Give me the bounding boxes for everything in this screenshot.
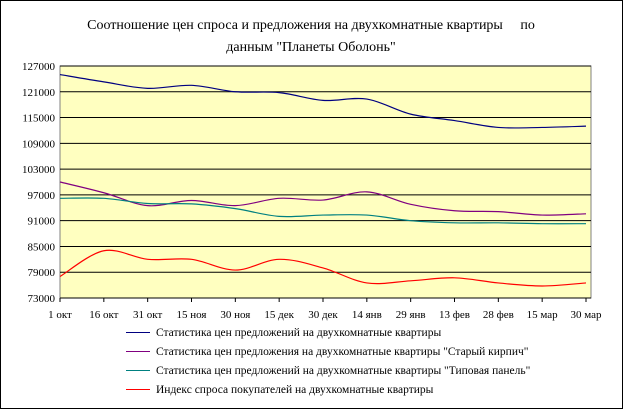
x-tick-label: 13 фев <box>439 309 470 321</box>
y-tick-label: 121000 <box>22 87 56 99</box>
x-tick-label: 15 дек <box>264 309 294 321</box>
y-tick-label: 91000 <box>28 216 56 228</box>
y-tick-label: 103000 <box>22 164 56 176</box>
legend-label: Индекс спроса покупателей на двухкомнатн… <box>156 383 434 396</box>
legend-item: Индекс спроса покупателей на двухкомнатн… <box>126 380 530 399</box>
chart-title-line-1: Соотношение цен спроса и предложения на … <box>87 18 535 33</box>
legend-item: Статистика цен предложений на двухкомнат… <box>126 361 530 380</box>
legend-swatch <box>126 370 150 371</box>
legend-item: Статистика цен предложения на двухкомнат… <box>126 342 530 361</box>
legend-label: Статистика цен предложений на двухкомнат… <box>156 364 531 377</box>
legend-label: Статистика цен предложений на двухкомнат… <box>156 326 442 339</box>
x-tick-label: 30 мар <box>570 309 602 321</box>
x-tick-label: 30 дек <box>308 309 338 321</box>
legend-swatch <box>126 351 150 352</box>
y-tick-label: 115000 <box>22 113 55 125</box>
x-tick-label: 15 ноя <box>177 309 207 321</box>
x-tick-label: 1 окт <box>48 309 72 321</box>
legend: Статистика цен предложений на двухкомнат… <box>126 323 530 399</box>
legend-item: Статистика цен предложений на двухкомнат… <box>126 323 530 342</box>
legend-label: Статистика цен предложения на двухкомнат… <box>156 345 529 358</box>
x-tick-label: 31 окт <box>133 309 162 321</box>
x-tick-label: 28 фев <box>483 309 514 321</box>
legend-swatch <box>126 389 150 390</box>
chart-title-line-2: данным "Планеты Оболонь" <box>226 40 396 55</box>
y-tick-label: 109000 <box>22 138 56 150</box>
x-tick-label: 15 мар <box>527 309 559 321</box>
x-tick-label: 30 ноя <box>220 309 250 321</box>
y-tick-label: 127000 <box>22 61 56 73</box>
legend-swatch <box>126 332 150 333</box>
y-tick-label: 85000 <box>28 241 56 253</box>
x-tick-label: 29 янв <box>396 309 426 321</box>
y-tick-label: 73000 <box>28 293 56 305</box>
x-tick-label: 14 янв <box>352 309 382 321</box>
chart-title: Соотношение цен спроса и предложения на … <box>61 15 561 59</box>
y-tick-label: 79000 <box>28 267 56 279</box>
y-tick-label: 97000 <box>28 190 56 202</box>
x-tick-label: 16 окт <box>89 309 118 321</box>
